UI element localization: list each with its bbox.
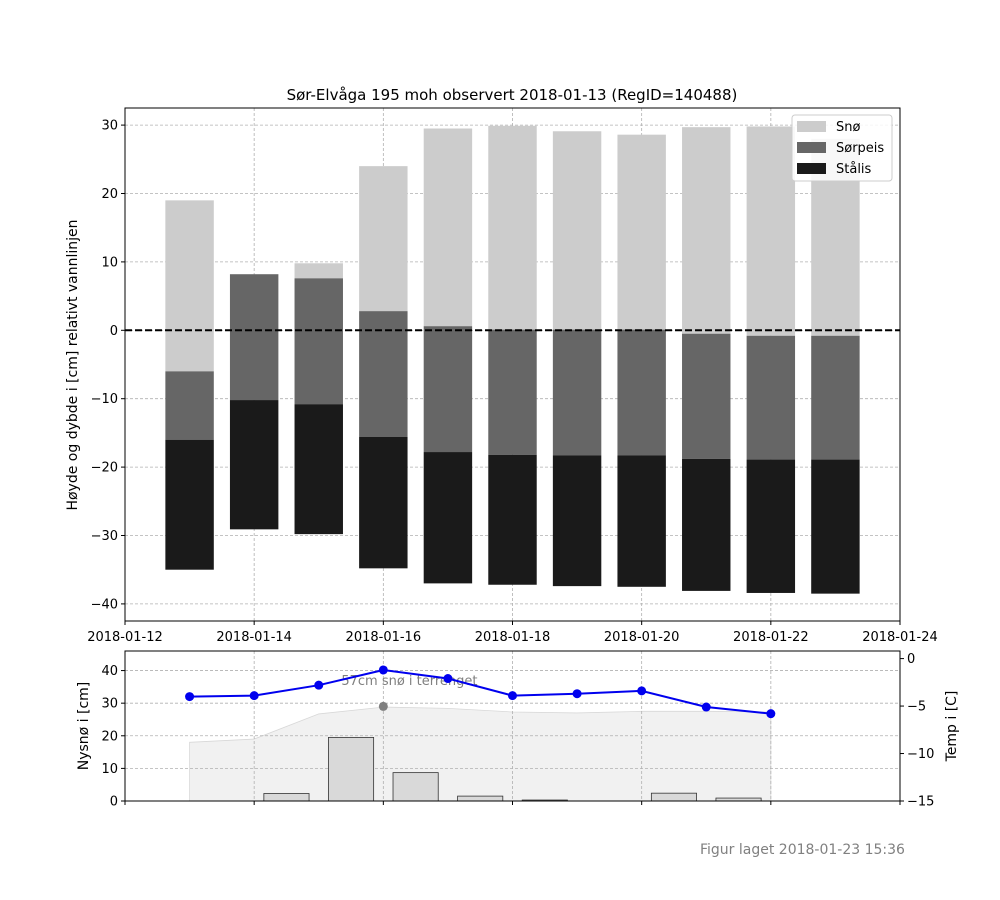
temperature-point [701, 702, 711, 712]
y-tick-label: −40 [91, 597, 118, 612]
bar-Stålis [488, 454, 537, 585]
new-snow-y-tick-label: 10 [101, 762, 118, 777]
bar-Snø [294, 263, 343, 279]
ice-bars [165, 125, 860, 594]
figure-created-note: Figur laget 2018-01-23 15:36 [700, 842, 905, 858]
observation-point [378, 701, 388, 711]
temperature-y-tick-label: −15 [907, 795, 934, 810]
bar-Stålis [552, 455, 602, 587]
y-tick-label: 0 [110, 324, 118, 339]
bar-Sørpeis [488, 329, 537, 455]
bar-Sørpeis [359, 311, 408, 438]
y-tick-label: −10 [91, 392, 118, 407]
snow-temp-panel: 57cm snø i terrenget 0102030400−5−10−15 … [76, 650, 960, 810]
bar-Stålis [229, 400, 279, 530]
temperature-point [766, 709, 776, 719]
bar-Snø [617, 134, 666, 330]
new-snow-bar [263, 793, 310, 802]
bar-Stålis [617, 455, 666, 587]
bar-Stålis [294, 404, 343, 535]
legend-label: Sørpeis [836, 141, 884, 156]
temperature-point [443, 674, 453, 684]
temperature-point [185, 692, 195, 702]
y-tick-label: 10 [101, 255, 118, 270]
legend-label: Stålis [836, 162, 872, 177]
bar-Stålis [746, 459, 796, 593]
y-tick-label: 20 [101, 187, 118, 202]
chart-title: Sør-Elvåga 195 moh observert 2018-01-13 … [287, 86, 738, 104]
x-tick-label: 2018-01-14 [216, 630, 292, 645]
legend: Snø Sørpeis Stålis [791, 114, 893, 182]
temperature-point [508, 691, 517, 701]
new-snow-bar [650, 792, 697, 802]
x-tick-label: 2018-01-18 [475, 630, 551, 645]
new-snow-y-tick-label: 40 [101, 664, 118, 679]
y-tick-label: −30 [91, 529, 118, 544]
bar-Sørpeis [552, 329, 602, 456]
temperature-series [185, 665, 776, 719]
bar-Sørpeis [229, 274, 279, 401]
temperature-y-tick-label: −5 [907, 700, 926, 715]
new-snow-y-tick-label: 20 [101, 729, 118, 744]
temperature-y-axis-label: Temp i [C] [944, 691, 960, 763]
legend-label: Snø [836, 120, 860, 135]
temperature-point [314, 680, 324, 690]
bar-Sørpeis [617, 329, 666, 456]
bar-Sørpeis [811, 335, 860, 460]
bar-Sørpeis [423, 326, 473, 453]
bar-Sørpeis [294, 278, 343, 405]
bar-Stålis [811, 459, 860, 594]
ice-axis-ticks: 2018-01-12 2018-01-14 2018-01-16 2018-01-18… [87, 119, 938, 645]
new-snow-bar [392, 772, 439, 802]
x-tick-label: 2018-01-20 [604, 630, 680, 645]
x-tick-label: 2018-01-22 [733, 630, 809, 645]
bar-Sørpeis [682, 333, 731, 459]
legend-swatch-Snø [797, 121, 826, 132]
bar-Snø [165, 200, 214, 372]
y-tick-label: −20 [91, 461, 118, 476]
bar-Snø [488, 125, 537, 330]
new-snow-bar [457, 795, 504, 802]
y-tick-label: 30 [101, 119, 118, 134]
legend-swatch-Stålis [797, 163, 826, 174]
x-tick-label: 2018-01-12 [87, 630, 163, 645]
bar-Stålis [359, 437, 408, 569]
new-snow-y-axis-label: Nysnø i [cm] [76, 682, 92, 771]
temperature-point [378, 665, 388, 675]
new-snow-y-tick-label: 30 [101, 697, 118, 712]
bar-Snø [682, 127, 731, 334]
bar-Snø [552, 131, 602, 330]
bar-Snø [359, 166, 408, 312]
bar-Sørpeis [746, 335, 796, 460]
temperature-y-tick-label: 0 [907, 652, 915, 667]
bar-Stålis [423, 452, 473, 584]
ice-y-axis-label: Høyde og dybde i [cm] relativt vannlinje… [65, 219, 81, 510]
temperature-line [189, 668, 771, 715]
ice-profile-panel: 2018-01-12 2018-01-14 2018-01-16 2018-01-18… [65, 86, 938, 645]
bar-Stålis [165, 439, 214, 570]
temperature-point [572, 689, 582, 699]
temperature-point [637, 686, 647, 696]
bar-Sørpeis [165, 371, 214, 440]
bar-Snø [423, 128, 473, 327]
x-tick-label: 2018-01-16 [346, 630, 422, 645]
temperature-y-tick-label: −10 [907, 747, 934, 762]
bar-Snø [746, 126, 796, 336]
x-tick-label: 2018-01-24 [862, 630, 938, 645]
snow-axis-ticks: 0 10 20 30 40 0 −5 −10 −15 [101, 652, 934, 809]
legend-swatch-Sørpeis [797, 142, 826, 153]
temperature-point [249, 691, 259, 701]
bar-Stålis [682, 458, 731, 591]
new-snow-y-tick-label: 0 [110, 795, 118, 810]
new-snow-bar [328, 737, 375, 802]
